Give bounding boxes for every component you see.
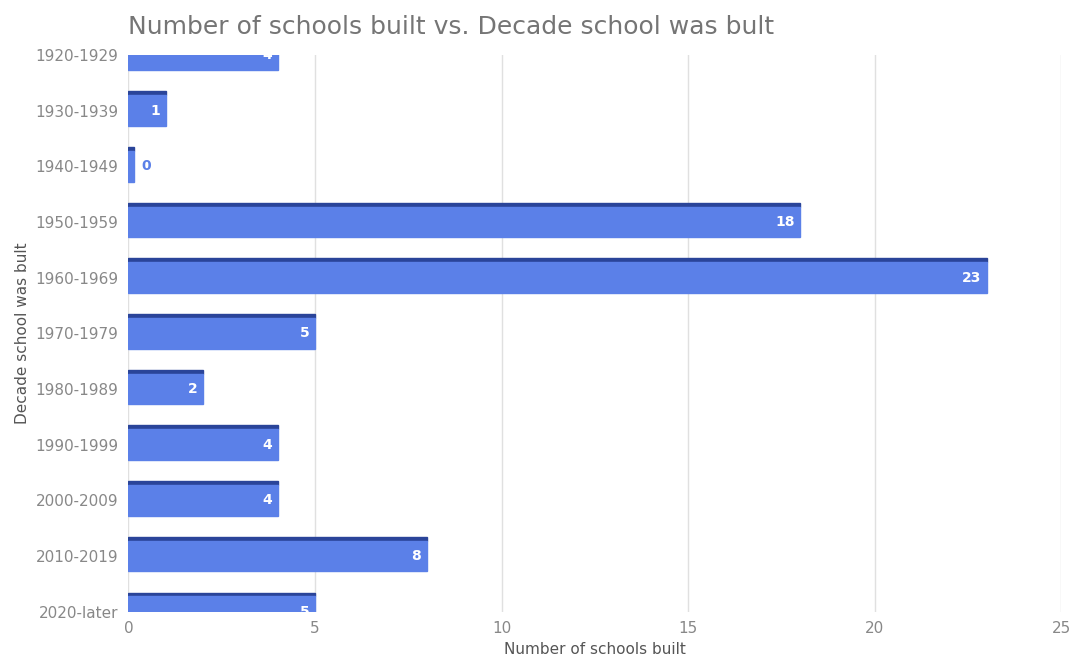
Bar: [128, 40, 278, 70]
Text: Number of schools built vs. Decade school was bult: Number of schools built vs. Decade schoo…: [128, 15, 774, 39]
Bar: [128, 258, 987, 262]
Bar: [128, 314, 315, 318]
Bar: [128, 147, 134, 151]
Text: 23: 23: [962, 271, 981, 284]
Bar: [128, 370, 203, 374]
Bar: [128, 374, 203, 405]
Bar: [128, 541, 427, 571]
Text: 1: 1: [150, 103, 160, 118]
Text: 5: 5: [300, 605, 310, 619]
Bar: [128, 206, 800, 237]
Bar: [128, 95, 166, 126]
Bar: [128, 429, 278, 460]
Bar: [128, 425, 278, 429]
Bar: [128, 485, 278, 515]
Text: 4: 4: [263, 493, 273, 507]
X-axis label: Number of schools built: Number of schools built: [504, 642, 686, 657]
Text: 4: 4: [263, 48, 273, 62]
Text: 5: 5: [300, 327, 310, 340]
Bar: [128, 318, 315, 349]
Text: 4: 4: [263, 437, 273, 452]
Bar: [128, 537, 427, 541]
Y-axis label: Decade school was bult: Decade school was bult: [15, 243, 30, 424]
Bar: [128, 91, 166, 95]
Bar: [128, 203, 800, 206]
Bar: [128, 593, 315, 597]
Text: 8: 8: [412, 549, 421, 563]
Bar: [128, 151, 134, 181]
Text: 0: 0: [141, 159, 151, 173]
Bar: [128, 262, 987, 293]
Bar: [128, 36, 278, 40]
Bar: [128, 481, 278, 485]
Bar: [128, 597, 315, 627]
Text: 2: 2: [188, 382, 198, 396]
Text: 18: 18: [775, 215, 795, 229]
